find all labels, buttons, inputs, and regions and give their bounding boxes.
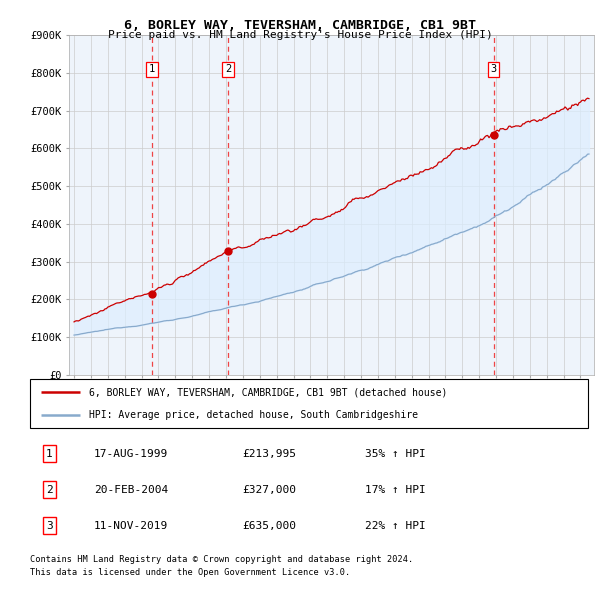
Text: 1: 1 [46,449,53,459]
Text: 3: 3 [46,520,53,530]
Text: HPI: Average price, detached house, South Cambridgeshire: HPI: Average price, detached house, Sout… [89,409,418,419]
Text: 2: 2 [46,485,53,494]
Text: Price paid vs. HM Land Registry's House Price Index (HPI): Price paid vs. HM Land Registry's House … [107,30,493,40]
Text: 11-NOV-2019: 11-NOV-2019 [94,520,169,530]
Text: This data is licensed under the Open Government Licence v3.0.: This data is licensed under the Open Gov… [30,568,350,576]
Text: 17% ↑ HPI: 17% ↑ HPI [365,485,425,494]
Text: 20-FEB-2004: 20-FEB-2004 [94,485,169,494]
Text: £635,000: £635,000 [242,520,296,530]
Text: 6, BORLEY WAY, TEVERSHAM, CAMBRIDGE, CB1 9BT: 6, BORLEY WAY, TEVERSHAM, CAMBRIDGE, CB1… [124,19,476,32]
Text: Contains HM Land Registry data © Crown copyright and database right 2024.: Contains HM Land Registry data © Crown c… [30,555,413,563]
Text: £213,995: £213,995 [242,449,296,459]
Text: 22% ↑ HPI: 22% ↑ HPI [365,520,425,530]
Text: 17-AUG-1999: 17-AUG-1999 [94,449,169,459]
Text: 1: 1 [149,64,155,74]
Text: 6, BORLEY WAY, TEVERSHAM, CAMBRIDGE, CB1 9BT (detached house): 6, BORLEY WAY, TEVERSHAM, CAMBRIDGE, CB1… [89,388,447,398]
Text: 2: 2 [225,64,232,74]
Text: £327,000: £327,000 [242,485,296,494]
Text: 3: 3 [491,64,497,74]
Text: 35% ↑ HPI: 35% ↑ HPI [365,449,425,459]
